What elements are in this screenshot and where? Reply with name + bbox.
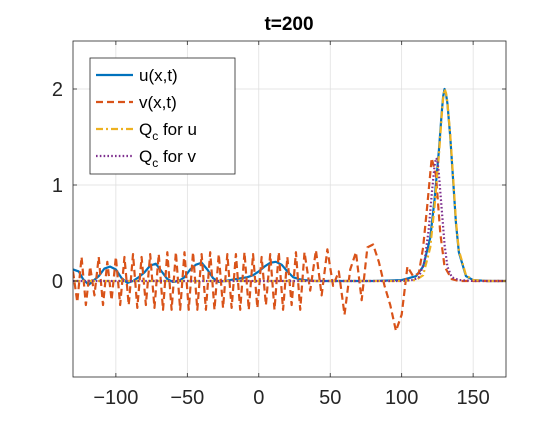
series-layer — [73, 87, 506, 333]
x-tick-label: 50 — [319, 387, 341, 409]
legend-label-subscript: c — [152, 156, 158, 170]
legend-label-rest: for v — [158, 147, 196, 166]
legend-label-subscript: c — [152, 129, 158, 143]
series-line-3 — [73, 87, 506, 283]
y-tick-label: 0 — [52, 271, 63, 293]
legend-box — [89, 57, 236, 175]
legend: u(x,t)v(x,t)Qc for uQc for v — [89, 57, 236, 175]
series-line-2 — [73, 157, 506, 333]
legend-label-main: u(x,t) — [139, 66, 178, 85]
series-line-4 — [73, 157, 506, 283]
axes-box — [72, 40, 507, 378]
ticks: −100 −50 0 50 100 150 0 1 2 — [52, 41, 506, 409]
x-tick-label: 100 — [385, 387, 418, 409]
y-tick-label: 2 — [52, 79, 63, 101]
x-tick-label: 0 — [253, 387, 264, 409]
legend-label-main: v(x,t) — [139, 93, 177, 112]
y-tick-label: 1 — [52, 175, 63, 197]
legend-label-main: Q — [139, 120, 152, 139]
x-tick-label: 150 — [456, 387, 489, 409]
legend-label-3: Qc for u — [139, 120, 197, 143]
x-tick-label: −100 — [93, 387, 138, 409]
legend-label-4: Qc for v — [139, 147, 197, 170]
legend-label-1: u(x,t) — [139, 66, 178, 85]
legend-label-rest: for u — [158, 120, 197, 139]
legend-label-2: v(x,t) — [139, 93, 177, 112]
legend-label-main: Q — [139, 147, 152, 166]
chart-title: t=200 — [264, 14, 313, 35]
x-tick-label: −50 — [170, 387, 204, 409]
